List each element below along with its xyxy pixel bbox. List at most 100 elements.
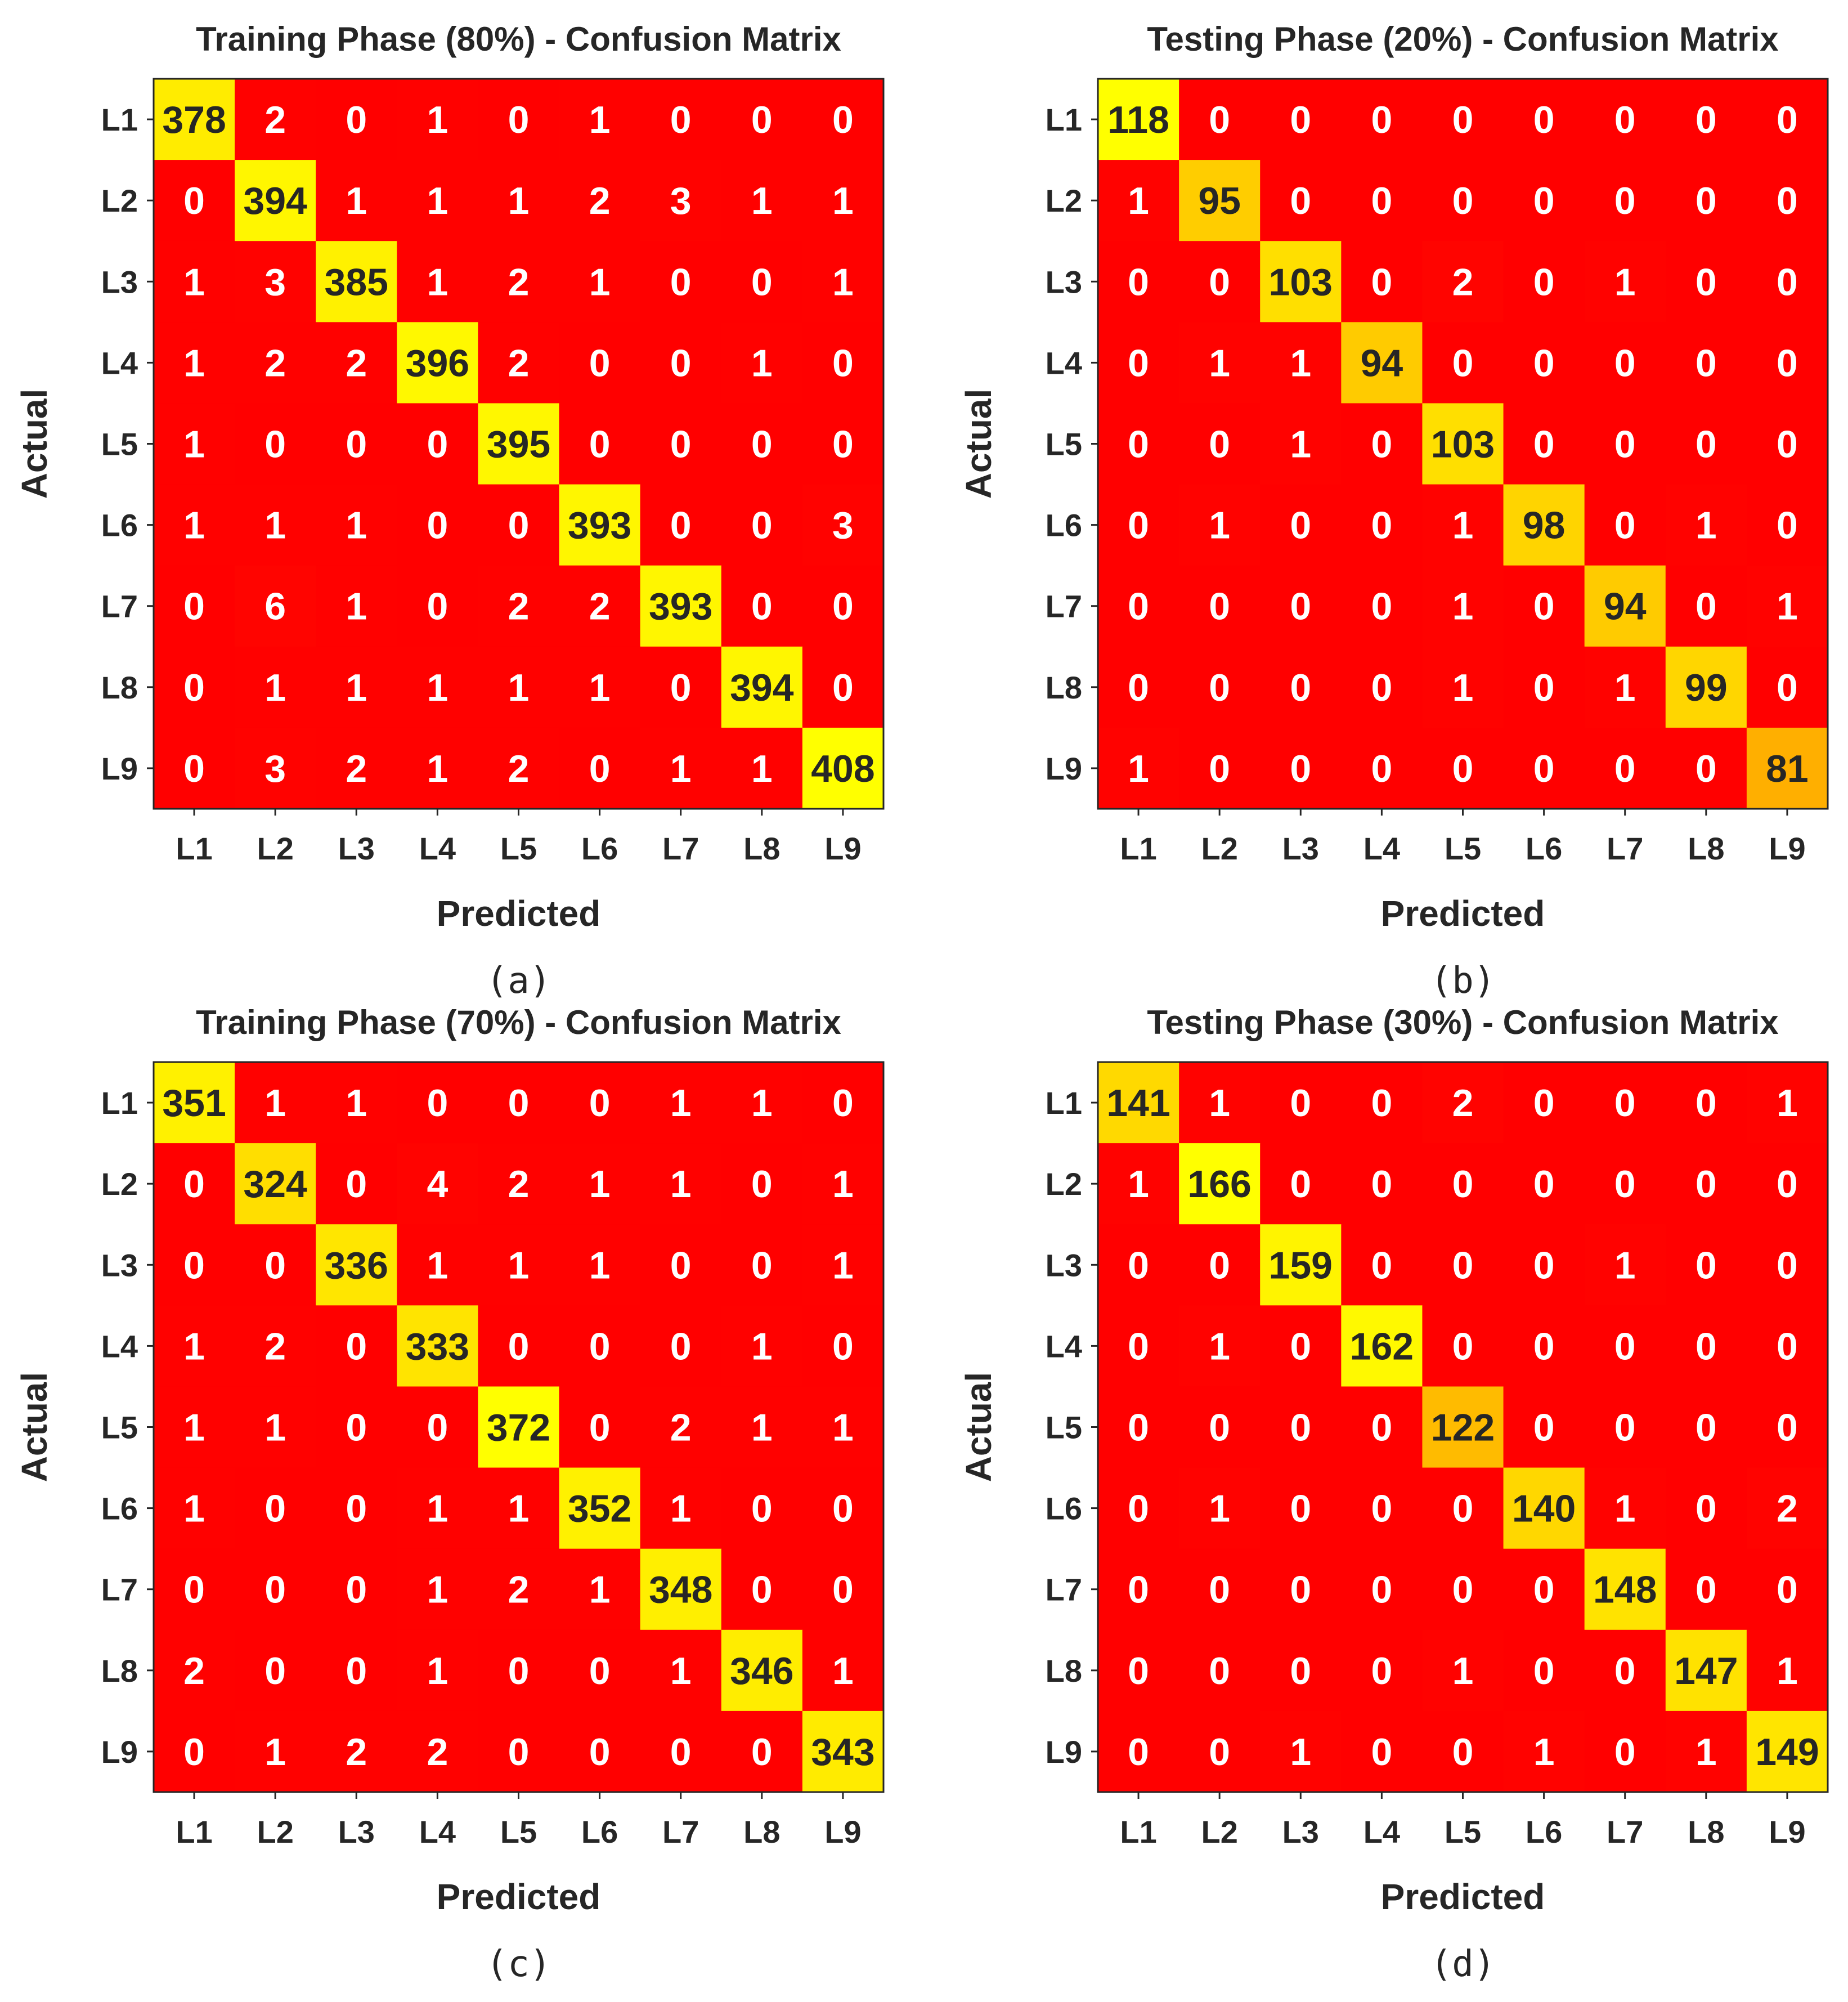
cell-value-label: 0: [1209, 1407, 1230, 1449]
cell-value-label: 0: [1777, 1163, 1798, 1206]
heatmap-cell: [721, 1548, 803, 1631]
heatmap-cell: [397, 1467, 479, 1549]
heatmap-cell: [1665, 241, 1747, 323]
x-axis-label: Predicted: [1381, 893, 1545, 934]
cell-value-label: 0: [1452, 342, 1474, 384]
heatmap-cell: [1422, 241, 1504, 323]
y-axis-label: Actual: [14, 1372, 55, 1483]
heatmap-cell: [154, 1710, 235, 1793]
cell-value-label: 0: [183, 180, 205, 222]
heatmap-cell: [1422, 79, 1504, 160]
heatmap-cell: [154, 646, 235, 728]
heatmap-cell: [1503, 1143, 1585, 1225]
cell-value-label: 0: [1290, 1082, 1311, 1125]
cell-value-label: 0: [1209, 585, 1230, 628]
heatmap-cell: [559, 1386, 641, 1468]
heatmap-cell: [397, 1143, 479, 1225]
heatmap-cell: [316, 646, 397, 728]
heatmap-cell: [802, 79, 884, 160]
cell-value-label: 0: [670, 1731, 692, 1773]
cell-value-label: 0: [1371, 1488, 1392, 1530]
heatmap-cell: [1260, 241, 1342, 323]
cell-value-label: 0: [183, 1244, 205, 1287]
x-tick-label: L2: [257, 831, 293, 866]
cell-value-label: 0: [751, 1163, 773, 1206]
heatmap-cell: [721, 565, 803, 647]
heatmap-cell: [316, 1629, 397, 1712]
heatmap-cell: [721, 1386, 803, 1468]
cell-value-label: 0: [1777, 98, 1798, 141]
cell-value-label: 0: [751, 1569, 773, 1611]
cell-value-label: 1: [832, 261, 854, 303]
y-tick-label: L4: [1046, 345, 1082, 380]
heatmap-cell: [1422, 160, 1504, 241]
cell-value-label: 166: [1187, 1163, 1251, 1206]
cell-value-label: 0: [1128, 261, 1149, 303]
heatmap-cell: [1746, 160, 1828, 241]
cell-value-label: 99: [1685, 666, 1728, 709]
heatmap-cell: [1260, 160, 1342, 241]
heatmap-cell: [559, 79, 641, 160]
cell-value-label: 0: [1533, 1082, 1555, 1125]
x-tick-label: L9: [1769, 1814, 1805, 1849]
heatmap-cell: [1341, 1467, 1423, 1549]
cell-value-label: 149: [1755, 1731, 1819, 1773]
cell-value-label: 0: [1614, 342, 1636, 384]
cell-value-label: 0: [508, 1082, 530, 1125]
heatmap-cell: [1503, 322, 1585, 404]
heatmap-cell: [1665, 1629, 1747, 1712]
cell-value-label: 103: [1269, 261, 1333, 303]
heatmap-cell: [721, 1467, 803, 1549]
heatmap-cell: [235, 484, 316, 566]
cell-value-label: 1: [183, 504, 205, 547]
heatmap-cell: [1422, 1467, 1504, 1549]
cell-value-label: 0: [1696, 423, 1717, 466]
heatmap-cell: [1746, 79, 1828, 160]
cell-value-label: 1: [1696, 1731, 1717, 1773]
cell-value-label: 0: [1614, 180, 1636, 222]
y-tick-label: L7: [1046, 1572, 1082, 1607]
cell-value-label: 0: [346, 423, 367, 466]
cell-value-label: 3: [264, 747, 286, 790]
y-tick-label: L9: [101, 1734, 138, 1770]
cell-value-label: 2: [589, 585, 611, 628]
heatmap-cell: [559, 565, 641, 647]
cell-value-label: 343: [811, 1731, 874, 1773]
heatmap-cell: [235, 79, 316, 160]
heatmap-cell: [1503, 565, 1585, 647]
cell-value-label: 0: [751, 504, 773, 547]
cell-value-label: 1: [346, 1082, 367, 1125]
y-tick-label: L4: [101, 1328, 138, 1364]
heatmap-cell: [1260, 1386, 1342, 1468]
x-tick-label: L3: [338, 831, 375, 866]
cell-value-label: 0: [1209, 98, 1230, 141]
heatmap-cell: [235, 160, 316, 241]
cell-value-label: 1: [751, 1325, 773, 1368]
cell-value-label: 0: [1614, 747, 1636, 790]
cell-value-label: 393: [649, 585, 712, 628]
heatmap-cell: [1179, 1062, 1261, 1144]
heatmap-cell: [1584, 1710, 1666, 1793]
cell-value-label: 0: [1614, 1325, 1636, 1368]
x-tick-label: L1: [1120, 831, 1156, 866]
cell-value-label: 1: [832, 1163, 854, 1206]
cell-value-label: 2: [508, 261, 530, 303]
heatmap-cell: [1341, 1143, 1423, 1225]
heatmap-cell: [1584, 484, 1666, 566]
heatmap-cell: [1665, 565, 1747, 647]
y-tick-label: L6: [101, 508, 138, 543]
cell-value-label: 0: [670, 504, 692, 547]
panel-caption: (b): [1430, 960, 1496, 1002]
cell-value-label: 0: [1696, 1407, 1717, 1449]
heatmap-cell: [154, 1548, 235, 1631]
heatmap-cell: [1341, 1548, 1423, 1631]
cell-value-label: 0: [1777, 180, 1798, 222]
cell-value-label: 1: [346, 180, 367, 222]
y-tick-label: L3: [101, 1247, 138, 1283]
y-tick-label: L6: [1046, 1491, 1082, 1526]
x-tick-label: L7: [662, 1814, 699, 1849]
cell-value-label: 0: [1290, 1325, 1311, 1368]
heatmap-cell: [397, 1386, 479, 1468]
heatmap-cell: [1503, 160, 1585, 241]
cell-value-label: 94: [1361, 342, 1403, 384]
